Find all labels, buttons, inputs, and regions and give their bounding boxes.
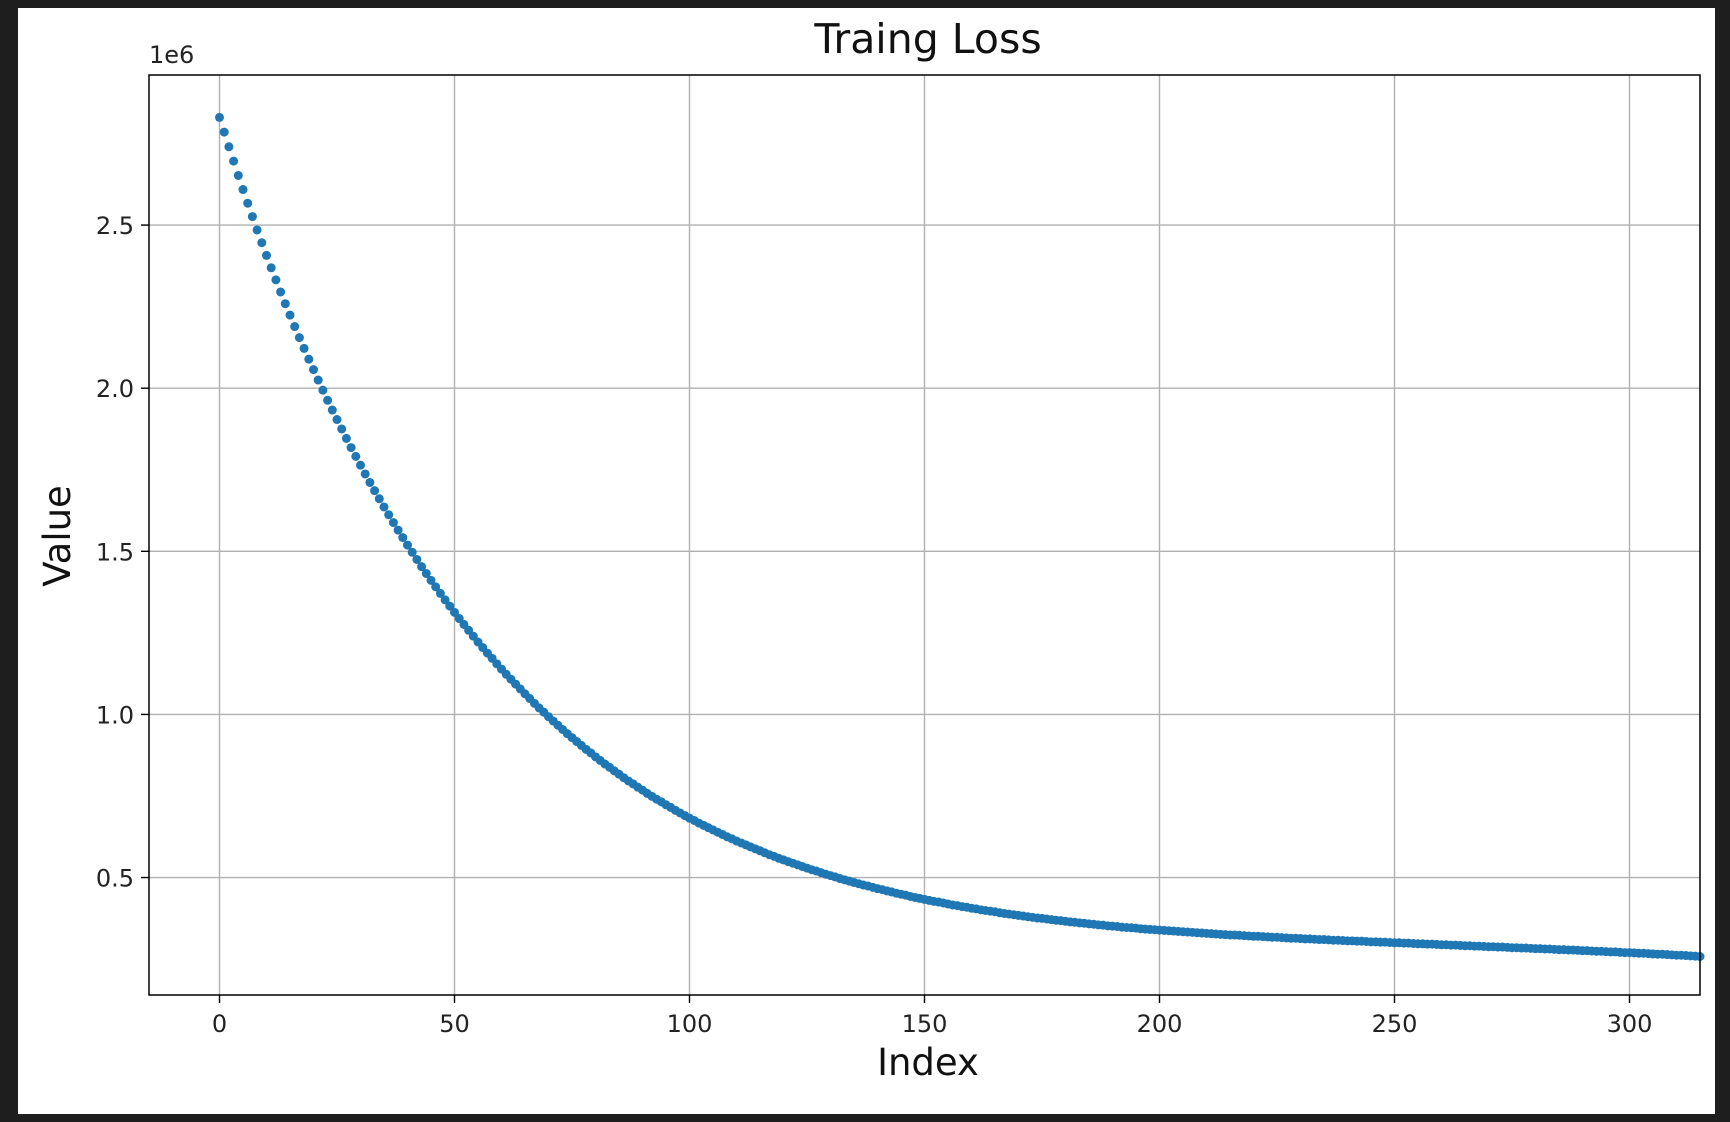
data-point (224, 142, 234, 152)
y-axis-ticks: 0.5 1.0 1.5 2.0 2.5 (96, 212, 149, 893)
data-point (337, 424, 347, 434)
x-axis-ticks: 0 50 100 150 200 250 300 (212, 995, 1653, 1038)
x-tick-label: 0 (212, 1010, 227, 1038)
data-point (393, 525, 403, 535)
data-point (450, 607, 459, 617)
data-point (417, 562, 427, 572)
y-offset-label: 1e6 (149, 41, 194, 69)
data-point (243, 198, 253, 208)
chart-svg: Traing Loss 1e6 0 50 100 150 200 250 300 0.5 1.… (36, 15, 1705, 1084)
y-tick-label: 2.5 (96, 212, 134, 240)
y-tick-label: 1.5 (96, 538, 134, 566)
data-point (435, 588, 445, 598)
data-point (431, 582, 441, 592)
data-point (412, 554, 422, 564)
x-tick-label: 150 (902, 1010, 948, 1038)
data-point (247, 212, 257, 222)
data-point (346, 443, 356, 453)
data-point (351, 451, 361, 461)
data-point (257, 238, 267, 248)
data-point (388, 518, 398, 528)
data-point (238, 185, 248, 195)
data-point (285, 310, 295, 320)
y-axis-title: Value (36, 485, 79, 587)
x-tick-label: 50 (439, 1010, 470, 1038)
data-point (398, 533, 408, 543)
data-point (445, 601, 455, 611)
data-point (440, 595, 450, 605)
data-point (356, 460, 365, 470)
y-tick-label: 1.0 (96, 701, 134, 729)
data-point (421, 568, 431, 578)
data-point (341, 433, 351, 443)
data-point (252, 225, 262, 235)
data-point (374, 494, 384, 504)
data-point (384, 510, 394, 520)
x-tick-label: 300 (1607, 1010, 1653, 1038)
y-tick-label: 2.0 (96, 375, 134, 403)
data-point (318, 385, 328, 395)
data-point (323, 395, 333, 405)
grid-lines (149, 75, 1700, 995)
data-point (294, 333, 304, 343)
x-axis-title: Index (877, 1041, 979, 1084)
x-tick-label: 250 (1372, 1010, 1418, 1038)
data-point (299, 343, 309, 353)
data-point (309, 365, 318, 375)
data-point (403, 540, 412, 550)
chart-title: Traing Loss (813, 15, 1041, 63)
data-point (290, 322, 300, 332)
data-point (229, 156, 239, 166)
data-point (233, 170, 243, 180)
data-point (304, 354, 314, 364)
x-tick-label: 200 (1137, 1010, 1183, 1038)
data-point (332, 415, 342, 425)
chart-canvas: Traing Loss 1e6 0 50 100 150 200 250 300 0.5 1.… (18, 8, 1715, 1114)
data-point (360, 469, 370, 479)
data-point (365, 477, 375, 487)
data-point (327, 405, 337, 415)
data-point (313, 375, 323, 385)
data-point (219, 127, 229, 137)
data-point (280, 299, 290, 309)
data-point (426, 575, 436, 585)
data-point (215, 112, 224, 122)
data-point (379, 502, 389, 512)
data-point (407, 547, 417, 557)
data-point (262, 250, 271, 260)
data-point (271, 275, 281, 285)
data-point (266, 263, 276, 273)
x-tick-label: 100 (667, 1010, 713, 1038)
data-point (370, 486, 380, 496)
data-point (276, 287, 286, 297)
scatter-points (215, 112, 1705, 962)
y-tick-label: 0.5 (96, 865, 134, 893)
